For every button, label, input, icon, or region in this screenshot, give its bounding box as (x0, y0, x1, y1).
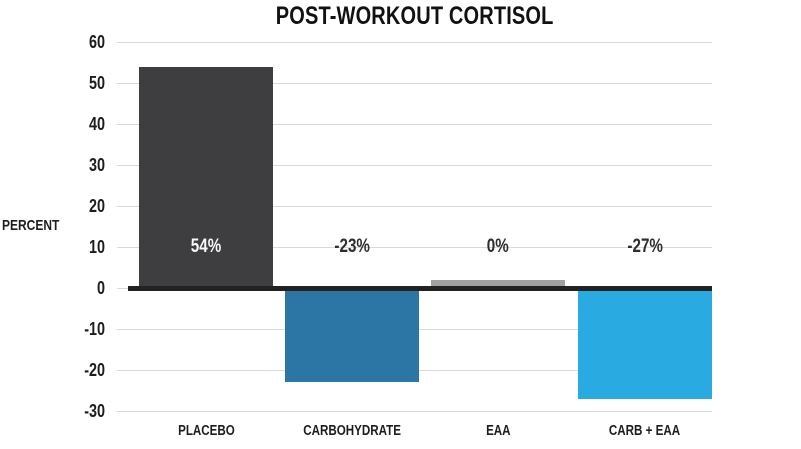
gridline-20 (117, 205, 712, 207)
data-label-carbohydrate: -23% (285, 235, 419, 259)
data-label-carb-eaa: -27% (578, 235, 712, 259)
y-tick-text: 10 (88, 237, 105, 257)
y-tick-label-60: 60 (0, 31, 105, 53)
y-tick-text: -10 (84, 319, 105, 339)
gridline-30 (117, 164, 712, 166)
x-category-text: EAA (485, 423, 511, 439)
x-category-label-placebo: PLACEBO (124, 421, 288, 441)
x-category-text: CARB + EAA (609, 423, 681, 439)
y-axis-label-text: PERCENT (2, 217, 60, 234)
gridline-10 (117, 246, 712, 248)
y-tick-label--10: -10 (0, 318, 105, 340)
chart-title-text: POST-WORKOUT CORTISOL (275, 2, 554, 30)
zero-baseline (128, 285, 712, 291)
y-tick-label--20: -20 (0, 359, 105, 381)
x-category-label-eaa: EAA (416, 421, 580, 441)
gridline-60 (117, 41, 712, 43)
data-label-text: -23% (334, 236, 370, 257)
bar-eaa (431, 279, 565, 288)
y-tick-text: 40 (88, 114, 105, 134)
x-category-label-carb-eaa: CARB + EAA (563, 421, 727, 441)
y-tick-label-10: 10 (0, 236, 105, 258)
y-tick-text: -20 (84, 360, 105, 380)
y-tick-label-50: 50 (0, 72, 105, 94)
y-tick-text: 50 (88, 73, 105, 93)
y-tick-text: 30 (88, 155, 105, 175)
gridline-40 (117, 123, 712, 125)
y-tick-label--30: -30 (0, 400, 105, 422)
y-tick-text: -30 (84, 401, 105, 421)
data-label-text: 54% (190, 236, 222, 257)
y-tick-label-30: 30 (0, 154, 105, 176)
x-category-text: PLACEBO (177, 423, 235, 439)
y-tick-text: 20 (88, 196, 105, 216)
chart-title: POST-WORKOUT CORTISOL (117, 0, 712, 32)
x-category-label-carbohydrate: CARBOHYDRATE (270, 421, 434, 441)
data-label-text: -27% (627, 236, 663, 257)
y-tick-text: 0 (96, 278, 105, 298)
bar-carbohydrate (285, 288, 419, 383)
bar-carb-eaa (578, 288, 712, 399)
y-tick-label-0: 0 (0, 277, 105, 299)
gridline--30 (117, 410, 712, 412)
gridline-50 (117, 82, 712, 84)
y-axis-label: PERCENT (2, 217, 74, 234)
data-label-placebo: 54% (139, 235, 273, 259)
data-label-text: 0% (487, 236, 509, 257)
data-label-eaa: 0% (431, 235, 565, 259)
x-category-text: CARBOHYDRATE (303, 423, 401, 439)
y-tick-label-20: 20 (0, 195, 105, 217)
y-tick-text: 60 (88, 32, 105, 52)
bar-placebo (139, 66, 273, 288)
y-tick-label-40: 40 (0, 113, 105, 135)
